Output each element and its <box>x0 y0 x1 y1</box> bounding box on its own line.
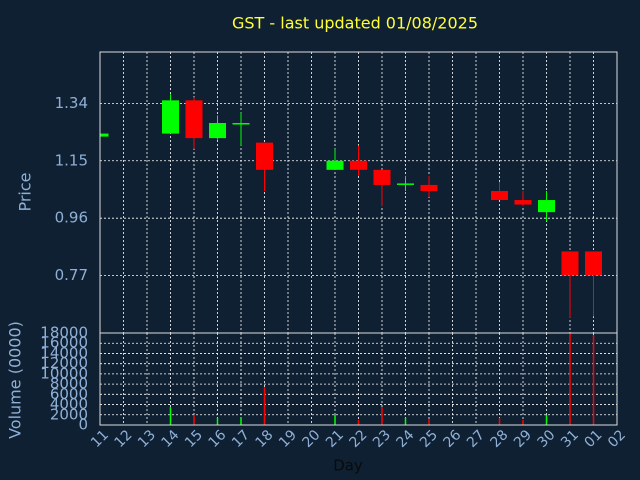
volume-axis-label: Volume (0000) <box>6 321 25 439</box>
x-tick-label: 27 <box>464 427 488 451</box>
chart-title: GST - last updated 01/08/2025 <box>232 14 478 33</box>
candle-body <box>232 123 250 125</box>
x-tick-label: 15 <box>182 427 206 451</box>
x-tick-label: 25 <box>417 427 441 451</box>
x-tick-label: 17 <box>229 427 253 451</box>
x-tick-label: 11 <box>88 427 112 451</box>
volume-tick-label: 10000 <box>40 364 88 382</box>
volume-bar <box>545 414 548 425</box>
candle-body <box>209 123 226 139</box>
x-tick-label: 13 <box>135 427 159 451</box>
x-tick-label: 30 <box>535 427 559 451</box>
x-tick-label: 14 <box>159 427 183 451</box>
volume-bar <box>404 417 407 425</box>
x-tick-label: 26 <box>441 427 465 451</box>
volume-tick-label: 0 <box>78 416 88 434</box>
volume-bar <box>240 417 242 425</box>
x-tick-label: 29 <box>511 427 535 451</box>
volume-bar <box>498 417 501 425</box>
candle-body <box>514 200 532 205</box>
x-tick-label: 18 <box>253 427 277 451</box>
volume-tick-label: 12000 <box>40 354 88 372</box>
volume-tick-label: 6000 <box>50 385 88 403</box>
volume-bar <box>334 414 336 425</box>
candle-body <box>538 200 555 213</box>
x-tick-label: 28 <box>488 427 512 451</box>
candle-body <box>162 100 179 134</box>
x-tick-label: 12 <box>112 427 136 451</box>
volume-bar <box>216 417 219 425</box>
candle-body <box>350 160 367 170</box>
candle-body <box>185 100 203 139</box>
volume-tick-label: 8000 <box>50 375 88 393</box>
candle-body <box>256 142 273 170</box>
volume-tick-label: 16000 <box>40 334 88 352</box>
volume-tick-label: 18000 <box>40 324 88 342</box>
volume-bar <box>263 387 266 425</box>
volume-tick-label: 14000 <box>40 344 88 362</box>
x-tick-label: 01 <box>582 427 606 451</box>
candle-body <box>397 183 414 185</box>
x-tick-label: 31 <box>558 427 582 451</box>
volume-tick-label: 2000 <box>50 405 88 423</box>
volume-tick-label: 4000 <box>50 395 88 413</box>
volume-bar <box>193 414 195 425</box>
y-axis-label: Price <box>16 172 35 211</box>
plot-area <box>100 94 602 425</box>
x-tick-label: 02 <box>605 427 629 451</box>
x-tick-label: 23 <box>370 427 394 451</box>
volume-bar <box>169 407 172 425</box>
candle-body <box>561 251 579 276</box>
y-tick-label: 1.34 <box>55 94 88 112</box>
x-tick-label: 24 <box>394 427 418 451</box>
y-tick-label: 1.15 <box>55 151 88 169</box>
x-tick-label: 19 <box>276 427 300 451</box>
volume-bar <box>522 419 524 425</box>
volume-bar <box>381 407 383 425</box>
candle-body <box>491 190 508 201</box>
x-tick-label: 22 <box>347 427 371 451</box>
candle-body <box>326 160 344 170</box>
volume-bar <box>592 335 595 425</box>
y-tick-label: 0.96 <box>55 209 88 227</box>
candle-body <box>100 133 109 137</box>
candle-body <box>420 184 438 191</box>
volume-bar <box>428 418 430 425</box>
x-tick-label: 20 <box>300 427 324 451</box>
candle-body <box>585 251 602 276</box>
volume-bar <box>569 333 571 425</box>
candle-body <box>373 169 391 185</box>
y-tick-label: 0.77 <box>55 266 88 284</box>
volume-frame <box>99 332 618 426</box>
volume-bar <box>357 419 360 425</box>
x-tick-label: 21 <box>323 427 347 451</box>
x-tick-label: 16 <box>206 427 230 451</box>
x-axis-label: Day <box>333 457 363 475</box>
